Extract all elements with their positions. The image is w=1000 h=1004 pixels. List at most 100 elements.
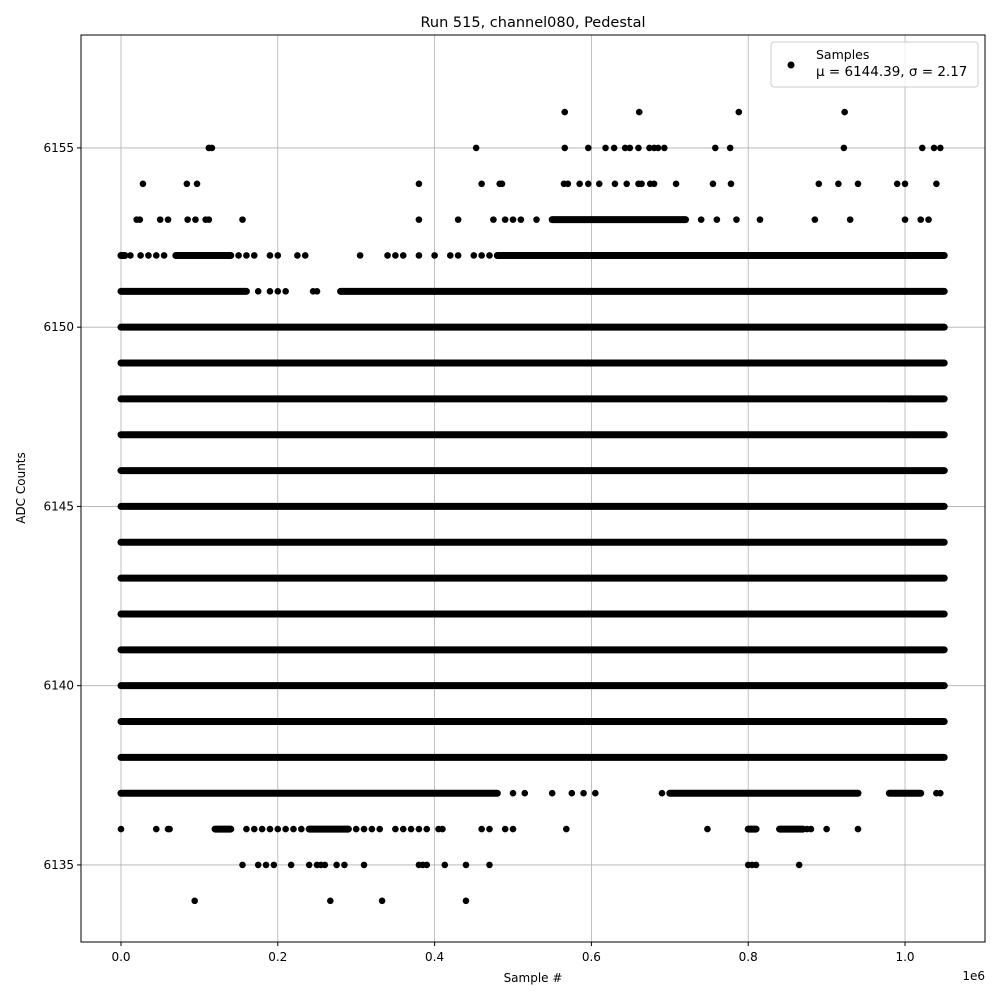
y-axis-ticks: 6135 6140 6145 6150 6155 xyxy=(43,141,81,872)
data-point xyxy=(756,216,764,223)
data-point xyxy=(262,861,270,869)
y-tick-label: 6145 xyxy=(43,499,74,513)
data-point xyxy=(415,180,423,188)
data-point xyxy=(661,144,668,152)
data-point xyxy=(470,252,478,259)
data-point xyxy=(243,825,250,833)
data-point xyxy=(478,825,485,833)
data-point xyxy=(239,861,246,869)
data-point xyxy=(835,180,842,188)
data-point xyxy=(415,252,423,259)
data-point xyxy=(501,216,509,223)
data-point xyxy=(610,144,618,152)
data-point xyxy=(243,252,250,259)
data-point xyxy=(795,861,803,869)
data-point xyxy=(486,252,493,259)
data-point xyxy=(378,897,386,905)
data-point xyxy=(407,825,415,833)
data-point xyxy=(486,825,493,833)
data-point xyxy=(854,180,862,188)
data-point xyxy=(517,216,525,223)
data-point xyxy=(136,216,144,223)
data-point xyxy=(266,825,274,833)
x-axis-ticks: 0.0 0.2 0.4 0.6 0.8 1.0 xyxy=(111,942,915,964)
data-point xyxy=(635,144,642,152)
y-tick-label: 6135 xyxy=(43,858,74,872)
x-tick-label: 0.6 xyxy=(582,950,601,964)
data-point xyxy=(490,216,497,223)
data-point xyxy=(423,825,431,833)
legend: Samples μ = 6144.39, σ = 2.17 xyxy=(770,41,979,88)
data-point xyxy=(368,825,376,833)
data-point xyxy=(846,216,854,223)
data-point xyxy=(472,144,480,152)
data-point xyxy=(626,144,634,152)
data-point xyxy=(454,216,462,223)
data-point xyxy=(439,825,446,833)
legend-label: Samples xyxy=(816,47,869,62)
data-point xyxy=(621,144,629,152)
data-point xyxy=(333,861,340,869)
data-point xyxy=(183,180,191,188)
data-point xyxy=(711,144,719,152)
data-point xyxy=(441,861,449,869)
data-point xyxy=(301,252,309,259)
data-point xyxy=(654,144,662,152)
data-point xyxy=(580,789,587,797)
data-point xyxy=(235,252,242,259)
data-point xyxy=(258,825,266,833)
data-point xyxy=(937,144,944,152)
data-point xyxy=(376,825,384,833)
data-point xyxy=(592,789,599,797)
data-point xyxy=(811,216,819,223)
data-point xyxy=(697,216,705,223)
y-tick-label: 6150 xyxy=(43,320,74,334)
data-point xyxy=(423,861,431,869)
grid-lines xyxy=(81,35,985,942)
data-point xyxy=(282,825,289,833)
data-point xyxy=(602,144,609,152)
data-point xyxy=(250,825,258,833)
data-point xyxy=(254,861,262,869)
data-point xyxy=(166,825,173,833)
data-point xyxy=(305,861,313,869)
data-point xyxy=(509,789,517,797)
data-point xyxy=(672,180,680,188)
data-point xyxy=(327,897,334,905)
data-point xyxy=(501,825,509,833)
data-point xyxy=(937,789,944,797)
data-point xyxy=(733,216,740,223)
data-point xyxy=(156,216,164,223)
data-point xyxy=(533,216,540,223)
data-point xyxy=(576,180,583,188)
data-point xyxy=(454,252,462,259)
data-point xyxy=(638,180,645,188)
data-point xyxy=(823,825,830,833)
data-point xyxy=(726,144,734,152)
data-point xyxy=(341,861,348,869)
data-point xyxy=(933,180,940,188)
data-point xyxy=(356,252,364,259)
data-point xyxy=(925,216,932,223)
data-point xyxy=(399,825,407,833)
data-point xyxy=(486,861,493,869)
x-tick-label: 0.0 xyxy=(111,950,130,964)
data-point xyxy=(431,252,438,259)
data-point xyxy=(287,861,295,869)
data-point xyxy=(918,144,926,152)
data-point xyxy=(117,825,125,833)
data-point xyxy=(595,180,603,188)
y-tick-label: 6155 xyxy=(43,141,74,155)
data-point xyxy=(815,180,823,188)
x-tick-label: 0.2 xyxy=(268,950,287,964)
x-tick-label: 0.8 xyxy=(739,950,758,964)
data-point xyxy=(478,252,485,259)
data-point xyxy=(521,789,529,797)
data-point xyxy=(509,216,517,223)
data-point xyxy=(807,825,815,833)
data-point xyxy=(704,825,711,833)
data-point xyxy=(184,216,191,223)
data-point xyxy=(250,252,258,259)
data-point xyxy=(127,252,134,259)
